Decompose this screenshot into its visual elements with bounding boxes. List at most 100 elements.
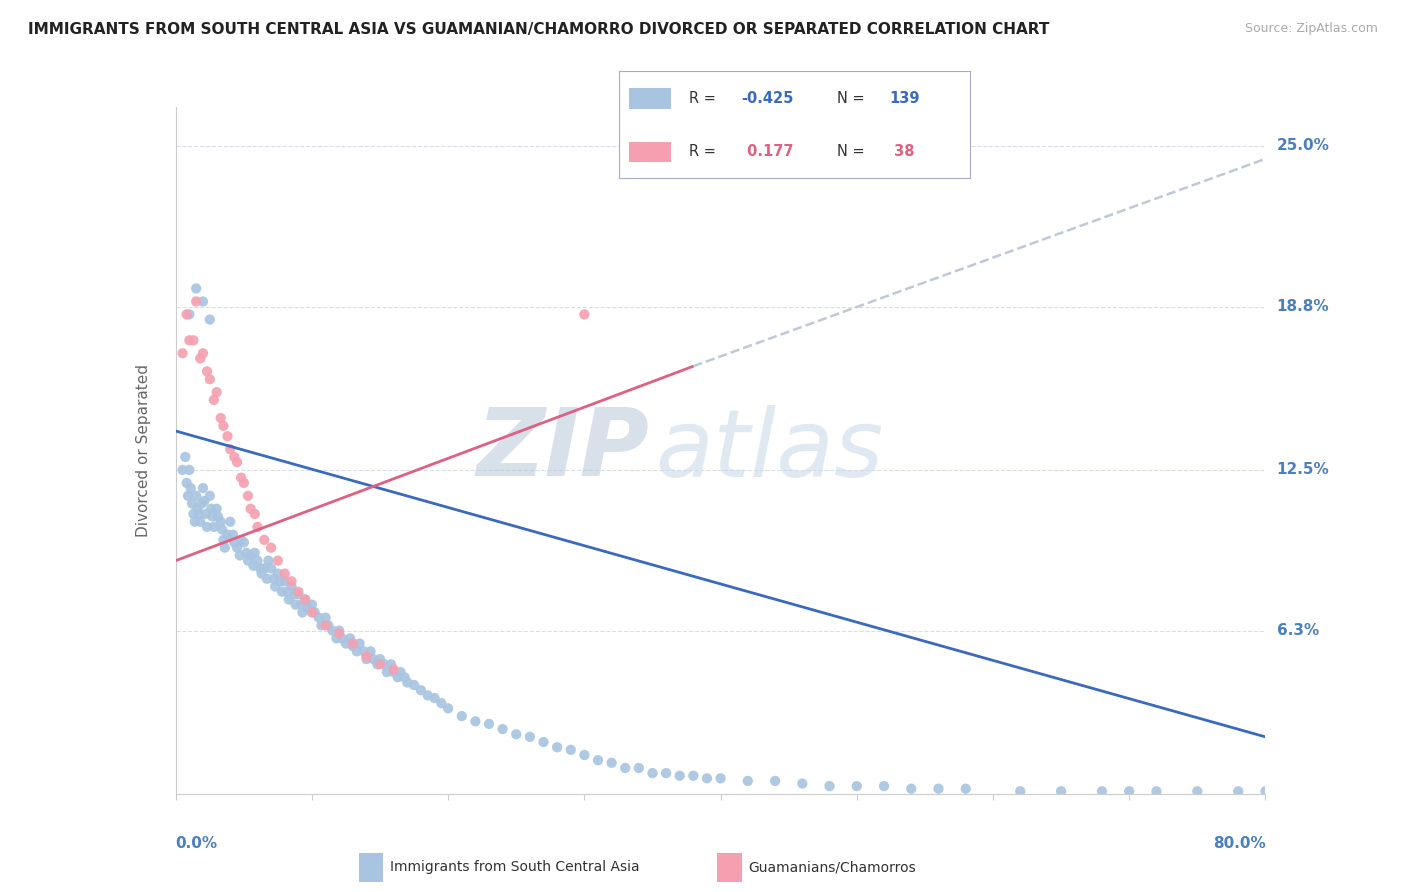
Point [342, 636, 364, 650]
Point [212, 533, 235, 547]
Point [1118, 784, 1140, 798]
Point [176, 307, 198, 321]
Point [267, 566, 290, 581]
Point [301, 598, 323, 612]
Text: 0.0%: 0.0% [176, 836, 218, 851]
Point [271, 584, 294, 599]
Point [287, 587, 309, 601]
Point [655, 766, 678, 780]
Text: 6.3%: 6.3% [1277, 624, 1319, 638]
Point [231, 471, 253, 485]
Point [222, 527, 245, 541]
Point [1227, 784, 1250, 798]
Point [188, 515, 211, 529]
Point [202, 392, 225, 407]
Point [219, 442, 242, 457]
Point [187, 507, 209, 521]
Point [763, 773, 786, 788]
Bar [630, 142, 671, 162]
Point [437, 701, 460, 715]
Point [191, 481, 214, 495]
Point [274, 566, 297, 581]
Point [249, 561, 271, 575]
Point [217, 429, 239, 443]
Point [339, 632, 361, 646]
Point [321, 624, 343, 638]
Point [184, 515, 207, 529]
Point [430, 696, 453, 710]
Point [382, 665, 405, 679]
Point [260, 541, 283, 555]
Point [183, 334, 205, 348]
Point [250, 566, 273, 581]
Text: 38: 38 [889, 145, 915, 159]
Point [492, 722, 515, 736]
Point [627, 761, 650, 775]
Point [900, 781, 922, 796]
Point [696, 772, 718, 786]
Point [478, 717, 501, 731]
Point [194, 507, 217, 521]
Point [264, 580, 287, 594]
Point [342, 639, 364, 653]
Point [574, 307, 596, 321]
Point [710, 772, 733, 786]
Point [396, 675, 419, 690]
Text: R =: R = [689, 91, 720, 105]
Text: Immigrants from South Central Asia: Immigrants from South Central Asia [391, 861, 640, 874]
Point [231, 533, 253, 547]
Point [1254, 784, 1277, 798]
Point [176, 475, 198, 490]
Point [224, 535, 246, 549]
Point [294, 592, 316, 607]
Point [845, 779, 868, 793]
Point [1091, 784, 1114, 798]
Point [335, 636, 357, 650]
Point [179, 463, 201, 477]
Text: ZIP: ZIP [477, 404, 650, 497]
Point [209, 515, 232, 529]
Point [239, 549, 262, 563]
Point [315, 610, 337, 624]
Point [353, 644, 375, 658]
Point [186, 281, 208, 295]
Point [226, 541, 249, 555]
Point [614, 761, 637, 775]
Point [450, 709, 472, 723]
Point [198, 372, 221, 386]
Point [174, 450, 197, 464]
Point [533, 735, 555, 749]
Point [373, 657, 395, 672]
Point [682, 769, 704, 783]
Text: 12.5%: 12.5% [1277, 462, 1329, 477]
Point [409, 683, 432, 698]
Point [246, 520, 269, 534]
Point [236, 489, 259, 503]
Point [291, 606, 314, 620]
Point [955, 781, 977, 796]
Point [382, 663, 405, 677]
Point [325, 632, 347, 646]
Point [928, 781, 950, 796]
Point [387, 670, 409, 684]
Point [236, 553, 259, 567]
Point [201, 509, 224, 524]
Point [267, 553, 290, 567]
Point [214, 541, 236, 555]
Point [235, 546, 257, 560]
Point [280, 574, 302, 589]
Point [205, 385, 228, 400]
Point [404, 678, 426, 692]
Point [226, 455, 249, 469]
Point [818, 779, 841, 793]
Point [586, 753, 609, 767]
Point [212, 418, 235, 433]
Point [505, 727, 527, 741]
Point [308, 610, 330, 624]
Point [368, 657, 391, 672]
Point [366, 657, 388, 672]
Text: Source: ZipAtlas.com: Source: ZipAtlas.com [1244, 22, 1378, 36]
Text: N =: N = [837, 145, 869, 159]
Text: 25.0%: 25.0% [1277, 138, 1330, 153]
Point [193, 494, 215, 508]
